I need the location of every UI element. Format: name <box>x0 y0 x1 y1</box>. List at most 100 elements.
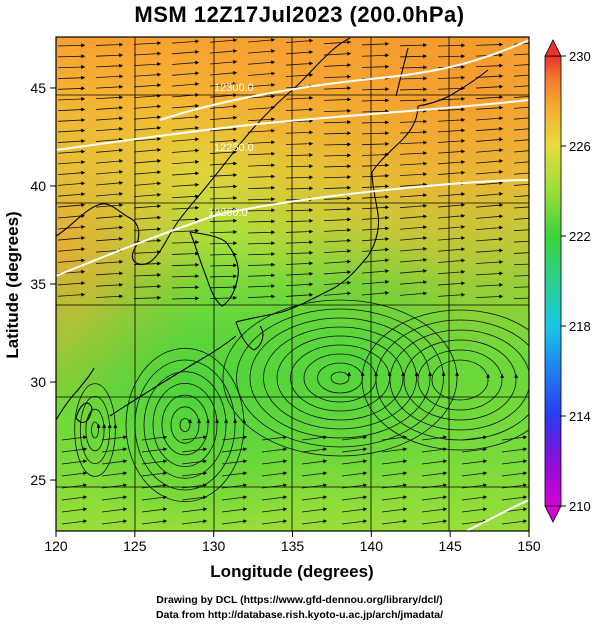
streamline <box>247 151 276 156</box>
streamline <box>475 169 504 175</box>
streamline <box>57 160 86 165</box>
streamline <box>461 459 488 465</box>
streamline <box>399 76 428 81</box>
streamline <box>141 495 168 501</box>
streamline <box>341 447 368 453</box>
vortex-ring <box>361 309 529 451</box>
contour-line-12250 <box>56 99 529 151</box>
streamline <box>341 471 368 477</box>
streamline <box>101 483 128 489</box>
contour-line-extra <box>465 499 529 531</box>
streamline <box>221 483 248 489</box>
streamline <box>323 164 352 169</box>
streamline <box>501 471 528 477</box>
streamline <box>421 471 448 477</box>
streamline <box>461 519 488 525</box>
x-axis-label: Longitude (degrees) <box>210 562 373 581</box>
streamline <box>285 164 314 169</box>
streamline <box>57 139 86 144</box>
streamline <box>285 229 314 234</box>
coastline-korea <box>189 231 239 307</box>
streamline <box>437 128 466 133</box>
streamline <box>57 75 86 80</box>
streamline <box>301 471 328 477</box>
streamline <box>133 215 162 220</box>
x-tick-label: 135 <box>281 538 305 554</box>
streamline <box>341 519 368 525</box>
colorbar-tick-label: 230 <box>569 49 591 64</box>
streamline <box>221 459 248 465</box>
streamline <box>513 106 529 109</box>
streamline <box>95 116 124 121</box>
vortex-ring <box>375 319 529 441</box>
streamline <box>171 137 200 142</box>
streamline <box>323 217 352 222</box>
streamline <box>513 64 529 66</box>
streamline <box>437 247 466 252</box>
streamline <box>513 206 529 209</box>
colorbar-scale <box>544 55 562 507</box>
streamline <box>361 215 390 220</box>
streamline <box>133 62 162 67</box>
streamline <box>57 203 86 208</box>
streamline <box>247 185 276 190</box>
streamline <box>381 471 408 477</box>
streamline <box>141 447 168 453</box>
streamline <box>95 214 124 219</box>
streamline <box>437 149 466 154</box>
streamline <box>171 194 200 199</box>
streamline <box>437 224 466 230</box>
streamline <box>133 136 162 142</box>
streamline <box>247 163 276 168</box>
streamline <box>341 483 368 489</box>
streamline <box>513 85 529 88</box>
streamline <box>501 447 528 453</box>
streamline <box>57 97 86 102</box>
contour-labels: 12300.0 12250.0 12200.0 <box>208 82 254 219</box>
streamline <box>461 471 488 477</box>
streamline <box>421 519 448 525</box>
streamline <box>141 519 168 525</box>
streamline <box>323 108 352 113</box>
streamline <box>475 214 504 219</box>
streamline <box>61 471 88 477</box>
streamline <box>361 41 390 46</box>
streamline <box>437 192 466 197</box>
streamline <box>399 236 428 241</box>
streamline <box>475 237 504 242</box>
streamline <box>323 207 352 212</box>
streamline <box>133 41 162 46</box>
streamline <box>323 97 352 102</box>
streamline <box>61 435 88 441</box>
streamline <box>101 495 128 501</box>
streamline <box>323 249 352 254</box>
streamline <box>361 152 390 157</box>
streamline <box>133 204 162 209</box>
streamline <box>171 274 200 279</box>
streamline <box>57 170 86 176</box>
streamline <box>101 459 128 465</box>
vortex-ring <box>179 418 191 432</box>
streamline <box>95 63 124 68</box>
height-contours <box>56 39 529 531</box>
vortex-ring <box>152 382 218 467</box>
colorbar-tick-label: 222 <box>569 229 591 244</box>
streamline <box>247 49 276 54</box>
streamline <box>323 238 352 243</box>
streamline <box>513 195 529 198</box>
vortex-ring <box>143 371 227 479</box>
coastline-kyushu <box>235 321 264 351</box>
streamline <box>475 192 504 197</box>
streamline <box>513 183 529 186</box>
streamline <box>95 192 124 197</box>
streamline <box>57 292 86 297</box>
streamline <box>323 74 352 79</box>
streamline <box>57 258 86 263</box>
streamline <box>95 74 124 79</box>
streamline <box>221 519 248 525</box>
streamline <box>437 43 466 48</box>
streamline <box>181 519 208 525</box>
streamline <box>181 507 208 513</box>
streamline <box>171 228 200 233</box>
